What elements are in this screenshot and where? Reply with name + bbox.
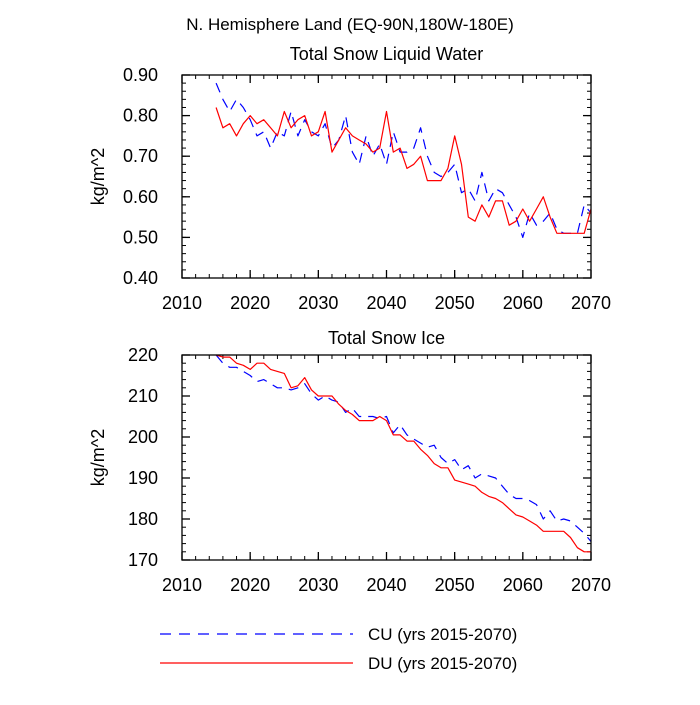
y-tick-label: 0.40 — [123, 268, 158, 288]
major-ticks — [181, 354, 592, 561]
panel-1: Total Snow Liquid Water kg/m^2 0.40 0.50 0.6… — [88, 44, 611, 313]
x-tick-label: 2050 — [435, 575, 475, 595]
y-tick-label: 0.70 — [123, 146, 158, 166]
plot-frame — [181, 354, 592, 561]
panel-2: Total Snow Ice kg/m^2 170 180 190 200 210 220 20… — [88, 328, 611, 595]
y-tick-label: 210 — [128, 386, 158, 406]
plot-frame — [181, 74, 592, 279]
panel-title: Total Snow Ice — [328, 328, 445, 348]
minor-ticks — [181, 354, 592, 561]
series-line-cu — [215, 82, 592, 238]
y-tick-label: 190 — [128, 468, 158, 488]
series-line-cu — [215, 354, 592, 542]
series-line-du — [215, 107, 592, 234]
x-tick-label: 2060 — [503, 293, 543, 313]
y-axis-label: kg/m^2 — [88, 429, 108, 486]
x-tick-label: 2020 — [230, 575, 270, 595]
panel-title: Total Snow Liquid Water — [290, 44, 483, 64]
x-tick-label: 2050 — [435, 293, 475, 313]
major-ticks — [181, 74, 592, 279]
minor-ticks — [181, 74, 592, 279]
y-tick-label: 180 — [128, 509, 158, 529]
y-axis-label: kg/m^2 — [88, 148, 108, 205]
chart-panels: Total Snow Liquid Water kg/m^2 0.40 0.50 0.6… — [88, 44, 611, 595]
y-tick-label: 0.60 — [123, 187, 158, 207]
legend: CU (yrs 2015-2070) DU (yrs 2015-2070) — [160, 625, 517, 673]
x-tick-label: 2040 — [366, 293, 406, 313]
x-tick-label: 2010 — [162, 293, 202, 313]
y-tick-label: 0.80 — [123, 106, 158, 126]
series-line-du — [215, 354, 591, 553]
y-tick-label: 0.50 — [123, 227, 158, 247]
y-tick-label: 170 — [128, 550, 158, 570]
x-tick-label: 2030 — [298, 575, 338, 595]
x-tick-label: 2030 — [298, 293, 338, 313]
y-tick-label: 0.90 — [123, 65, 158, 85]
x-tick-label: 2070 — [571, 293, 611, 313]
x-tick-label: 2040 — [366, 575, 406, 595]
x-tick-label: 2010 — [162, 575, 202, 595]
y-tick-label: 200 — [128, 427, 158, 447]
legend-label-cu: CU (yrs 2015-2070) — [368, 625, 517, 644]
x-tick-label: 2060 — [503, 575, 543, 595]
figure-title: N. Hemisphere Land (EQ-90N,180W-180E) — [186, 15, 514, 34]
x-tick-label: 2020 — [230, 293, 270, 313]
x-tick-label: 2070 — [571, 575, 611, 595]
legend-label-du: DU (yrs 2015-2070) — [368, 654, 517, 673]
y-tick-label: 220 — [128, 345, 158, 365]
